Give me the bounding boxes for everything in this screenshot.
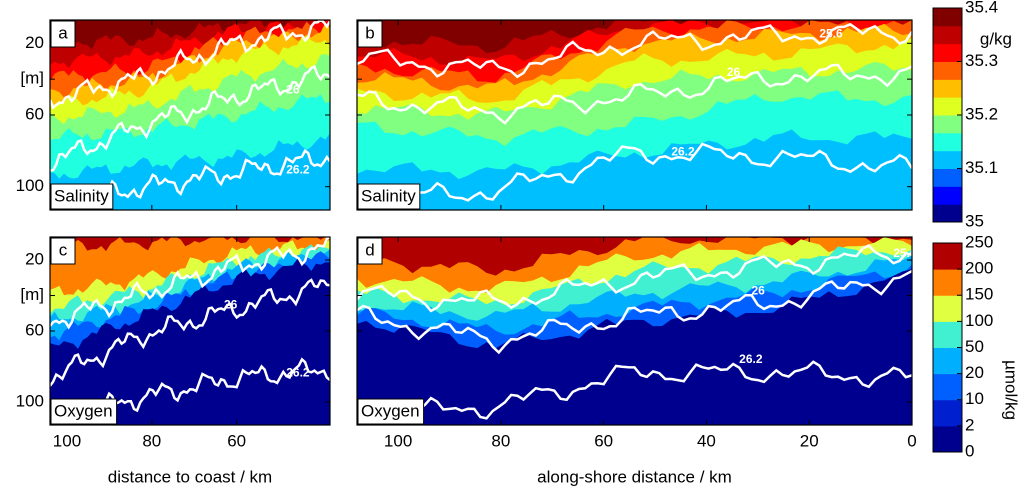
colorbar-tick-label: 150	[965, 285, 993, 304]
y-tick-label: 60	[25, 320, 44, 339]
variable-label-box	[357, 183, 421, 210]
panel-letter-box	[50, 237, 76, 265]
panel-letter-box	[357, 237, 383, 265]
isopycnal-line	[357, 360, 912, 425]
variable-label-box	[357, 398, 425, 425]
variable-label: Oxygen	[361, 401, 420, 420]
x-tick-label: 100	[384, 431, 412, 450]
variable-label: Salinity	[361, 186, 416, 205]
colorbar-band	[933, 269, 962, 296]
isopycnal-line	[357, 243, 912, 313]
colorbar-tick-label: 10	[965, 389, 984, 408]
colorbar-band	[933, 79, 962, 98]
plot-area	[50, 237, 330, 425]
colorbar-tick-label: 35.3	[965, 51, 998, 70]
isopycnal-line	[50, 64, 330, 172]
colorbar-band	[933, 43, 962, 62]
colorbar-band	[933, 168, 962, 187]
colorbar-tick-label: 35.1	[965, 158, 998, 177]
colorbar-band	[933, 25, 962, 45]
y-tick-label: [m]	[20, 285, 44, 304]
panel-letter: b	[365, 23, 374, 42]
contour-label: 26.2	[286, 366, 310, 380]
isopycnal-line	[50, 20, 330, 110]
colorbar-label: g/kg	[980, 29, 1012, 48]
x-tick-label: 40	[697, 431, 716, 450]
contour-label: 26.2	[739, 352, 763, 366]
x-tick-label: 80	[491, 431, 510, 450]
x-tick-label: 60	[227, 431, 246, 450]
colorbar-tick-label: 35.4	[965, 0, 998, 16]
colorbar-band	[933, 243, 962, 270]
isopycnal-line	[357, 142, 912, 210]
colorbar-band	[933, 97, 962, 116]
plot-area	[357, 237, 912, 425]
colorbar-tick-label: 35	[965, 211, 984, 230]
colorbar-band	[933, 115, 962, 134]
isopycnal-line	[357, 22, 912, 79]
colorbar-band	[933, 8, 962, 27]
panel-letter: c	[59, 240, 68, 259]
isopycnal-line	[357, 63, 912, 125]
colorbar-tick-label: 35.2	[965, 104, 998, 123]
isopycnal-line	[50, 278, 330, 387]
colorbar-band	[933, 204, 962, 223]
x-tick-label: 0	[907, 431, 916, 450]
contour-label: 26.2	[671, 144, 695, 158]
contour-label: 26	[727, 65, 741, 79]
panel-letter: d	[365, 240, 374, 259]
plot-area	[357, 20, 912, 210]
colorbar-band	[933, 150, 962, 169]
x-tick-label: 100	[53, 431, 81, 450]
colorbar-band	[933, 61, 962, 80]
panel-letter: a	[58, 23, 68, 42]
y-tick-label: 100	[16, 176, 44, 195]
colorbar-tick-label: 100	[965, 311, 993, 330]
contour-label: 26	[224, 297, 238, 311]
colorbar-band	[933, 399, 962, 427]
colorbar-band	[933, 321, 962, 348]
colorbar-tick-label: 20	[965, 363, 984, 382]
panel-letter-box	[50, 20, 76, 48]
contour-label: 25.6	[893, 246, 917, 260]
colorbar-tick-label: 250	[965, 232, 993, 251]
y-tick-label: 100	[16, 391, 44, 410]
variable-label-box	[50, 398, 118, 425]
colorbar-band	[933, 295, 962, 322]
panel-letter-box	[357, 20, 383, 48]
colorbar-tick-label: 200	[965, 259, 993, 278]
contour-fill	[357, 129, 912, 210]
variable-label: Oxygen	[54, 401, 113, 420]
isopycnal-line	[357, 269, 912, 355]
y-tick-label: 20	[25, 33, 44, 52]
colorbar-band	[933, 132, 962, 152]
colorbar-tick-label: 50	[965, 337, 984, 356]
variable-label: Salinity	[54, 186, 109, 205]
x-tick-label: 60	[594, 431, 613, 450]
x-axis-label: along-shore distance / km	[537, 467, 732, 486]
x-tick-label: 80	[142, 431, 161, 450]
colorbar-label: µmol/kg	[1002, 360, 1021, 420]
colorbar-band	[933, 425, 962, 453]
y-tick-label: [m]	[20, 69, 44, 88]
colorbar-tick-label: 0	[965, 441, 974, 460]
contour-label: 26	[752, 283, 766, 297]
contour-fill	[50, 133, 330, 210]
isopycnal-line	[50, 237, 330, 330]
colorbar-band	[933, 347, 962, 375]
variable-label-box	[50, 183, 114, 210]
contour-label: 26.2	[286, 163, 310, 177]
x-tick-label: 20	[800, 431, 819, 450]
y-tick-label: 60	[25, 104, 44, 123]
plot-area	[50, 20, 330, 210]
contour-label: 26	[286, 82, 300, 96]
colorbar-band	[933, 373, 962, 401]
contour-label: 25.6	[819, 26, 843, 40]
colorbar-band	[933, 186, 962, 205]
y-tick-label: 20	[25, 250, 44, 269]
colorbar-tick-label: 2	[965, 415, 974, 434]
x-axis-label: distance to coast / km	[108, 467, 272, 486]
contour-fill	[357, 269, 912, 425]
